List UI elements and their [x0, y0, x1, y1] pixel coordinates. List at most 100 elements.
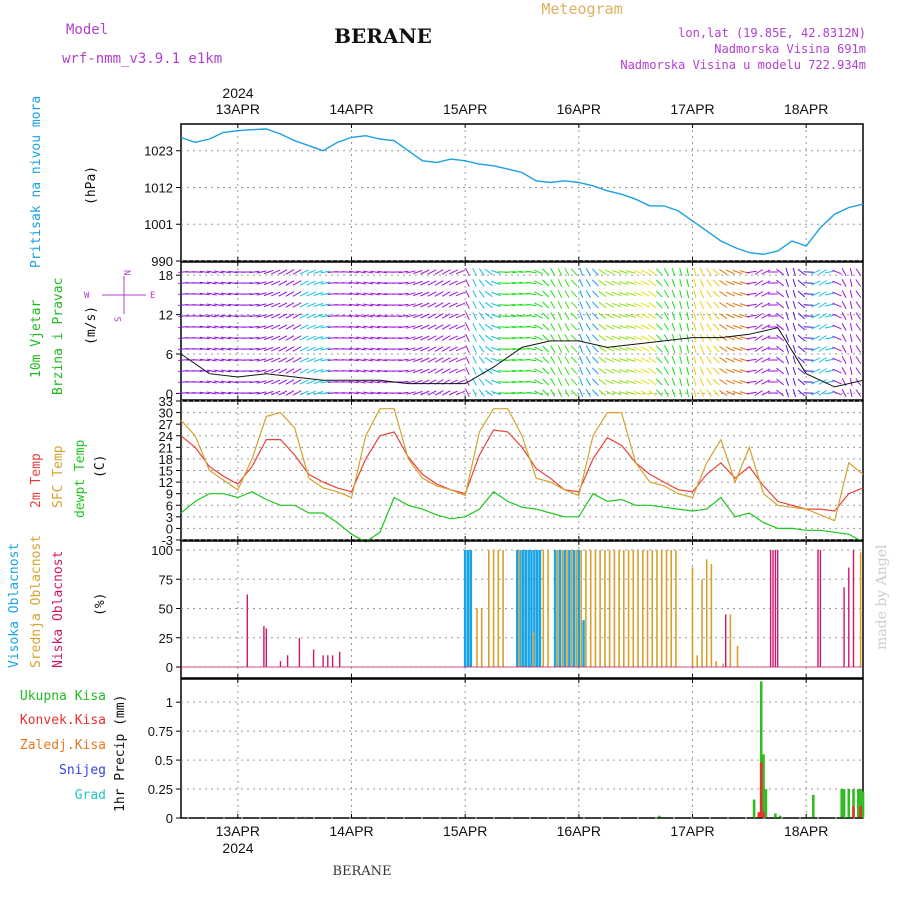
- low-cloud-bar: [769, 550, 772, 667]
- wind-arrow: [491, 302, 501, 308]
- wind-arrow: [557, 278, 563, 288]
- wind-arrow: [213, 358, 224, 362]
- high-cloud-bar: [533, 550, 536, 667]
- wind-arrow: [285, 302, 295, 308]
- wind-arrow: [570, 268, 578, 276]
- wind-arrow: [648, 279, 657, 287]
- precip-ytick-label: 0.75: [148, 724, 173, 739]
- wind-arrow: [618, 391, 629, 395]
- elevation-text: Nadmorska Visina 691m: [714, 42, 866, 56]
- wind-arrow: [550, 378, 556, 386]
- wind-arrow: [478, 268, 485, 276]
- wind-arrow: [292, 269, 302, 275]
- wind-arrow: [249, 325, 260, 329]
- wind-arrow: [719, 334, 728, 342]
- wind-arrow: [693, 344, 697, 354]
- precip-unit: 1hr Precip (mm): [113, 695, 128, 812]
- wind-arrow: [663, 290, 670, 298]
- wind-arrow: [612, 302, 622, 308]
- wind-arrow: [671, 389, 676, 397]
- wind-arrow: [491, 291, 501, 297]
- wind-arrow: [633, 335, 643, 341]
- wind-arrow: [855, 334, 862, 342]
- top-time-tick-label: 17APR: [670, 101, 714, 117]
- wind-arrow: [398, 292, 409, 296]
- wind-arrow: [719, 279, 728, 287]
- wind-arrow: [725, 390, 735, 396]
- wind-arrow: [199, 325, 210, 329]
- wind-arrow: [832, 269, 842, 275]
- wind-arrow: [633, 280, 643, 286]
- wind-arrow: [465, 389, 470, 397]
- wind-arrow: [192, 381, 203, 383]
- precip-ytick-label: 0.25: [148, 782, 173, 797]
- wind-arrow: [370, 336, 381, 340]
- wind-arrow: [719, 389, 728, 397]
- wind-arrow: [505, 392, 516, 394]
- wind-arrow: [803, 326, 814, 328]
- wind-arrow: [832, 335, 842, 341]
- wind-arrow: [648, 334, 657, 342]
- wind-arrow: [320, 303, 331, 307]
- wind-ytick-label: 12: [159, 308, 173, 323]
- wind-arrow: [712, 378, 720, 386]
- temp-ytick-label: 33: [159, 394, 173, 409]
- wind-arrow: [377, 336, 388, 340]
- wind-arrow: [313, 292, 324, 296]
- wind-arrow: [686, 388, 690, 398]
- wind-arrow: [754, 269, 763, 275]
- wind-arrow: [512, 358, 523, 362]
- wind-arrow: [249, 369, 260, 373]
- wind-arrow: [221, 336, 231, 340]
- mid-cloud-bar: [599, 550, 601, 667]
- wind-arrow: [706, 378, 712, 386]
- wind-arrow: [686, 300, 690, 310]
- wind-arrow: [824, 336, 835, 340]
- low-cloud-bar: [848, 567, 850, 667]
- wind-arrow: [656, 378, 663, 386]
- wind-arrow: [761, 357, 771, 363]
- wind-arrow: [849, 333, 853, 343]
- wind-arrow: [465, 367, 470, 375]
- wind-arrow: [797, 323, 806, 331]
- wind-arrow: [491, 335, 501, 341]
- wind-arrow: [557, 388, 563, 398]
- wind-arrow: [278, 346, 288, 352]
- wind-arrow: [448, 335, 458, 341]
- wind-arrow: [719, 290, 728, 298]
- wind-arrow: [271, 379, 281, 385]
- wind-arrow: [663, 323, 670, 331]
- wind-arrow: [633, 390, 643, 396]
- wind-arrow: [542, 356, 550, 364]
- wind-arrow: [263, 280, 274, 286]
- wind-arrow: [699, 323, 705, 331]
- temp-label-sfc: SFC Temp: [51, 445, 66, 508]
- wind-arrow: [671, 378, 676, 386]
- wind-arrow: [618, 380, 629, 384]
- wind-arrow: [455, 280, 466, 286]
- wind-arrow: [626, 281, 636, 285]
- wind-arrow: [754, 280, 763, 286]
- wind-arrow: [355, 292, 366, 296]
- temp-ytick-label: -3: [161, 533, 173, 548]
- mid-cloud-bar: [542, 550, 545, 667]
- wind-arrow: [348, 391, 359, 395]
- wind-arrow: [542, 378, 550, 386]
- wind-arrow: [663, 389, 670, 397]
- wind-arrow: [505, 370, 516, 372]
- wind-arrow: [849, 289, 853, 299]
- wind-arrow: [776, 356, 785, 364]
- wind-arrow: [271, 280, 281, 286]
- wind-arrow: [512, 325, 523, 329]
- wind-arrow: [712, 323, 720, 331]
- wind-arrow: [612, 379, 622, 385]
- wind-arrow: [612, 280, 622, 286]
- wind-arrow: [348, 380, 359, 384]
- wind-arrow: [448, 346, 458, 352]
- wind-arrow: [706, 290, 712, 298]
- wind-arrow: [663, 345, 670, 353]
- temp-ytick-label: 30: [159, 406, 173, 421]
- wind-arrow: [306, 346, 316, 352]
- wind-arrow: [618, 314, 629, 318]
- wind-arrow: [746, 347, 757, 351]
